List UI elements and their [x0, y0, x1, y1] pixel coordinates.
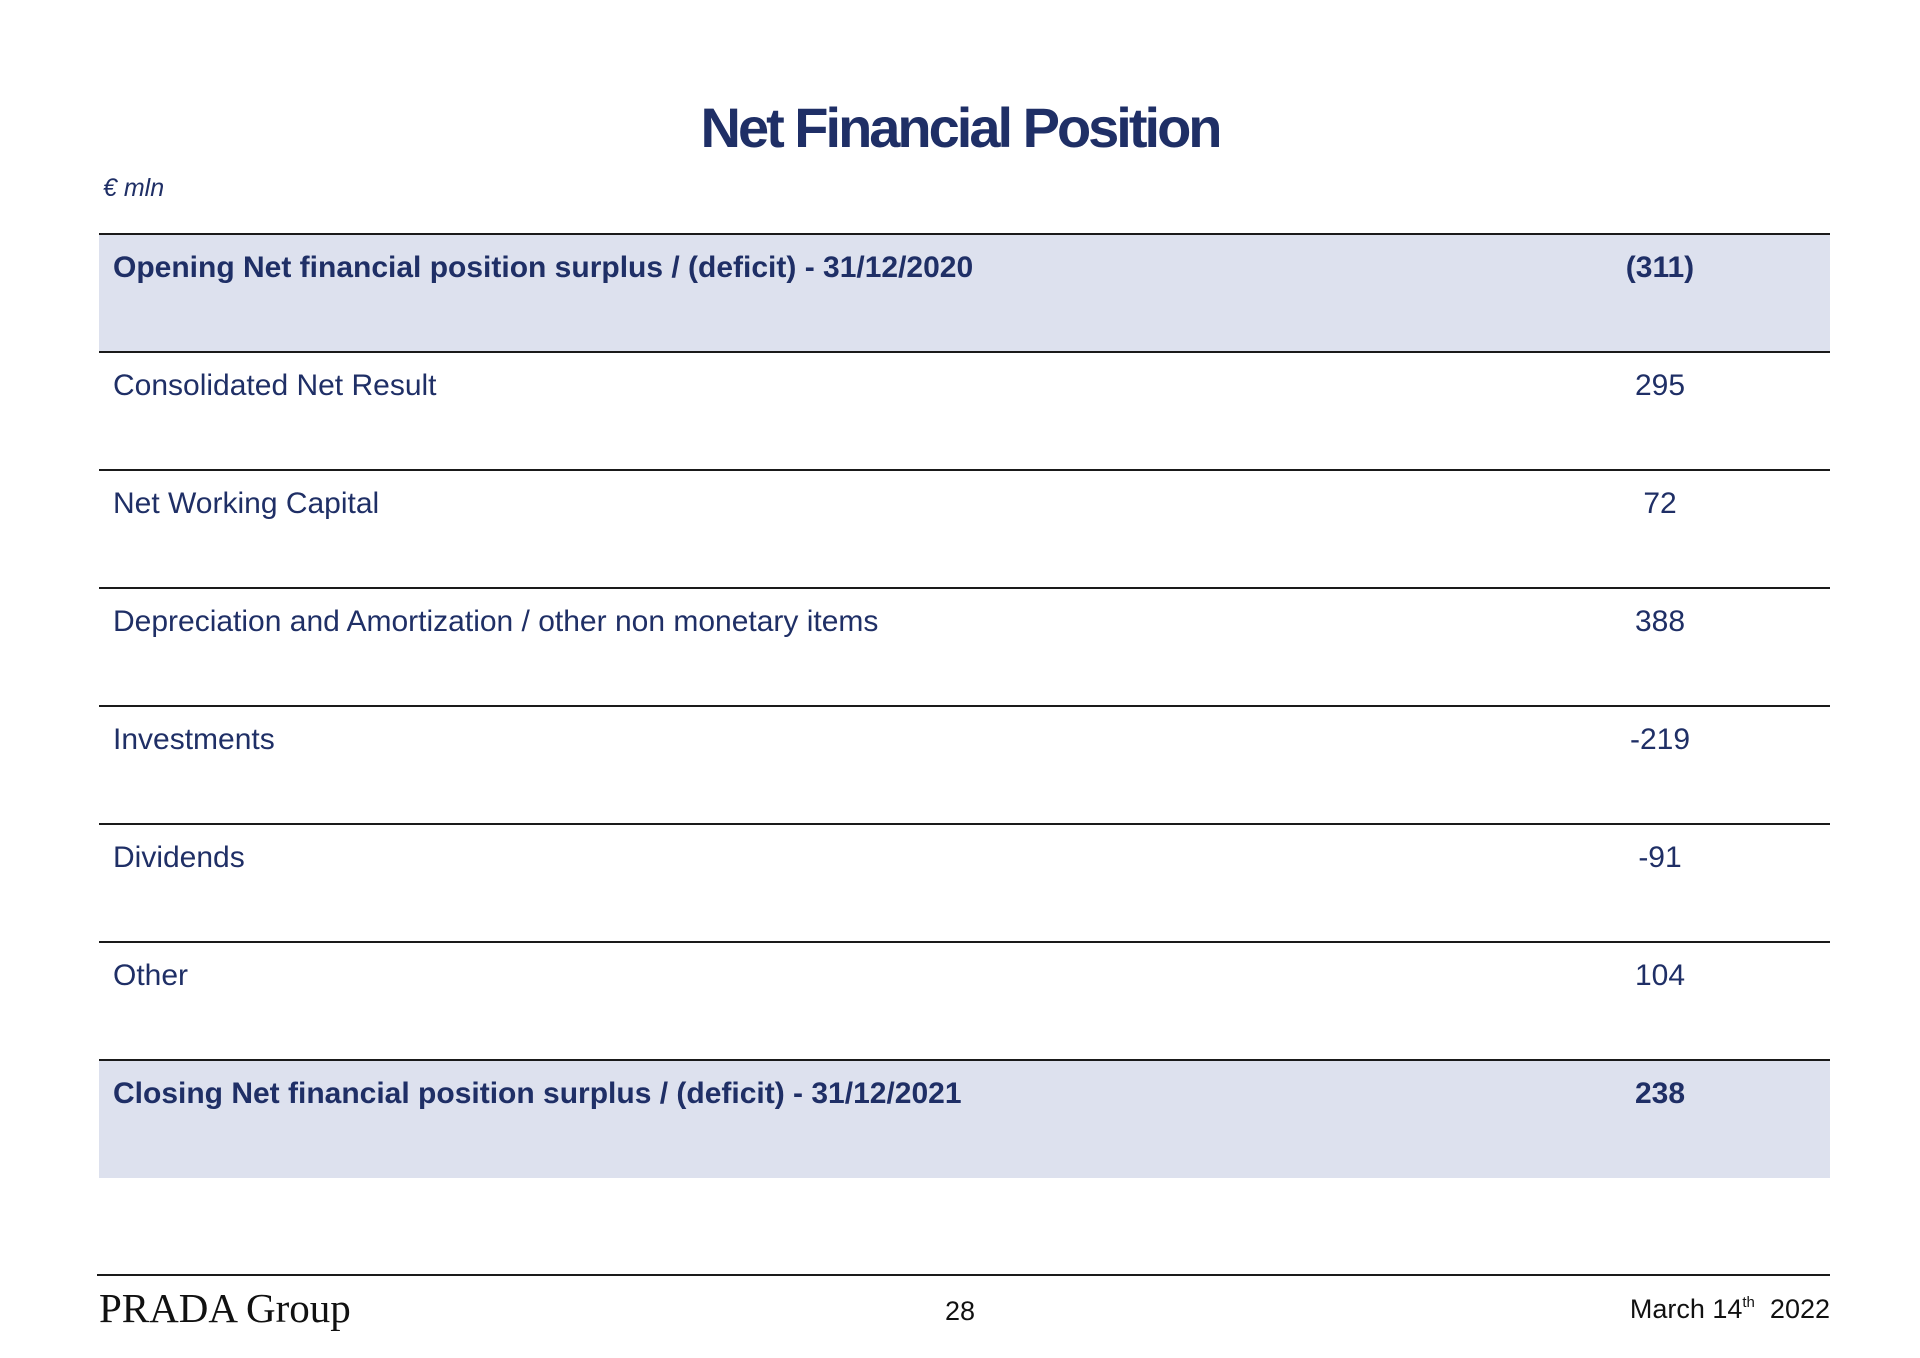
table-row: Investments -219 [99, 706, 1830, 824]
prada-group-logo: PRADA Group [99, 1285, 351, 1331]
row-value: 72 [1643, 487, 1677, 520]
table-row-opening: Opening Net financial position surplus /… [99, 234, 1830, 352]
row-label: Other [113, 959, 189, 992]
table-row: Other 104 [99, 942, 1830, 1060]
row-value: 238 [1634, 1077, 1686, 1110]
table-row: Depreciation and Amortization / other no… [99, 588, 1830, 706]
date-suffix: th [1742, 1294, 1755, 1311]
row-value: -91 [1638, 841, 1682, 874]
row-label: Net Working Capital [113, 487, 380, 520]
footer-divider [97, 1274, 1830, 1276]
row-label: Closing Net financial position surplus /… [113, 1077, 962, 1110]
row-label: Consolidated Net Result [113, 369, 437, 402]
date-year: 2022 [1769, 1294, 1830, 1324]
table-row: Net Working Capital 72 [99, 470, 1830, 588]
row-label: Depreciation and Amortization / other no… [113, 605, 879, 638]
unit-label: € mln [103, 174, 165, 202]
row-label: Dividends [113, 841, 245, 874]
row-value: 388 [1634, 605, 1686, 638]
row-value: 295 [1634, 369, 1686, 402]
footer-date: March 14th 2022 [1630, 1294, 1830, 1325]
row-label: Opening Net financial position surplus /… [113, 251, 974, 284]
row-label: Investments [113, 723, 275, 756]
row-value: -219 [1629, 723, 1691, 756]
page-number: 28 [944, 1296, 976, 1326]
table-row: Consolidated Net Result 295 [99, 352, 1830, 470]
table-row: Dividends -91 [99, 824, 1830, 942]
page-title: Net Financial Position [700, 96, 1223, 159]
table-row-closing: Closing Net financial position surplus /… [99, 1060, 1830, 1178]
date-month-day: March 14 [1629, 1294, 1743, 1324]
net-financial-position-table: Opening Net financial position surplus /… [99, 233, 1830, 1178]
row-value: 104 [1634, 959, 1686, 992]
row-value: (311) [1625, 251, 1695, 284]
